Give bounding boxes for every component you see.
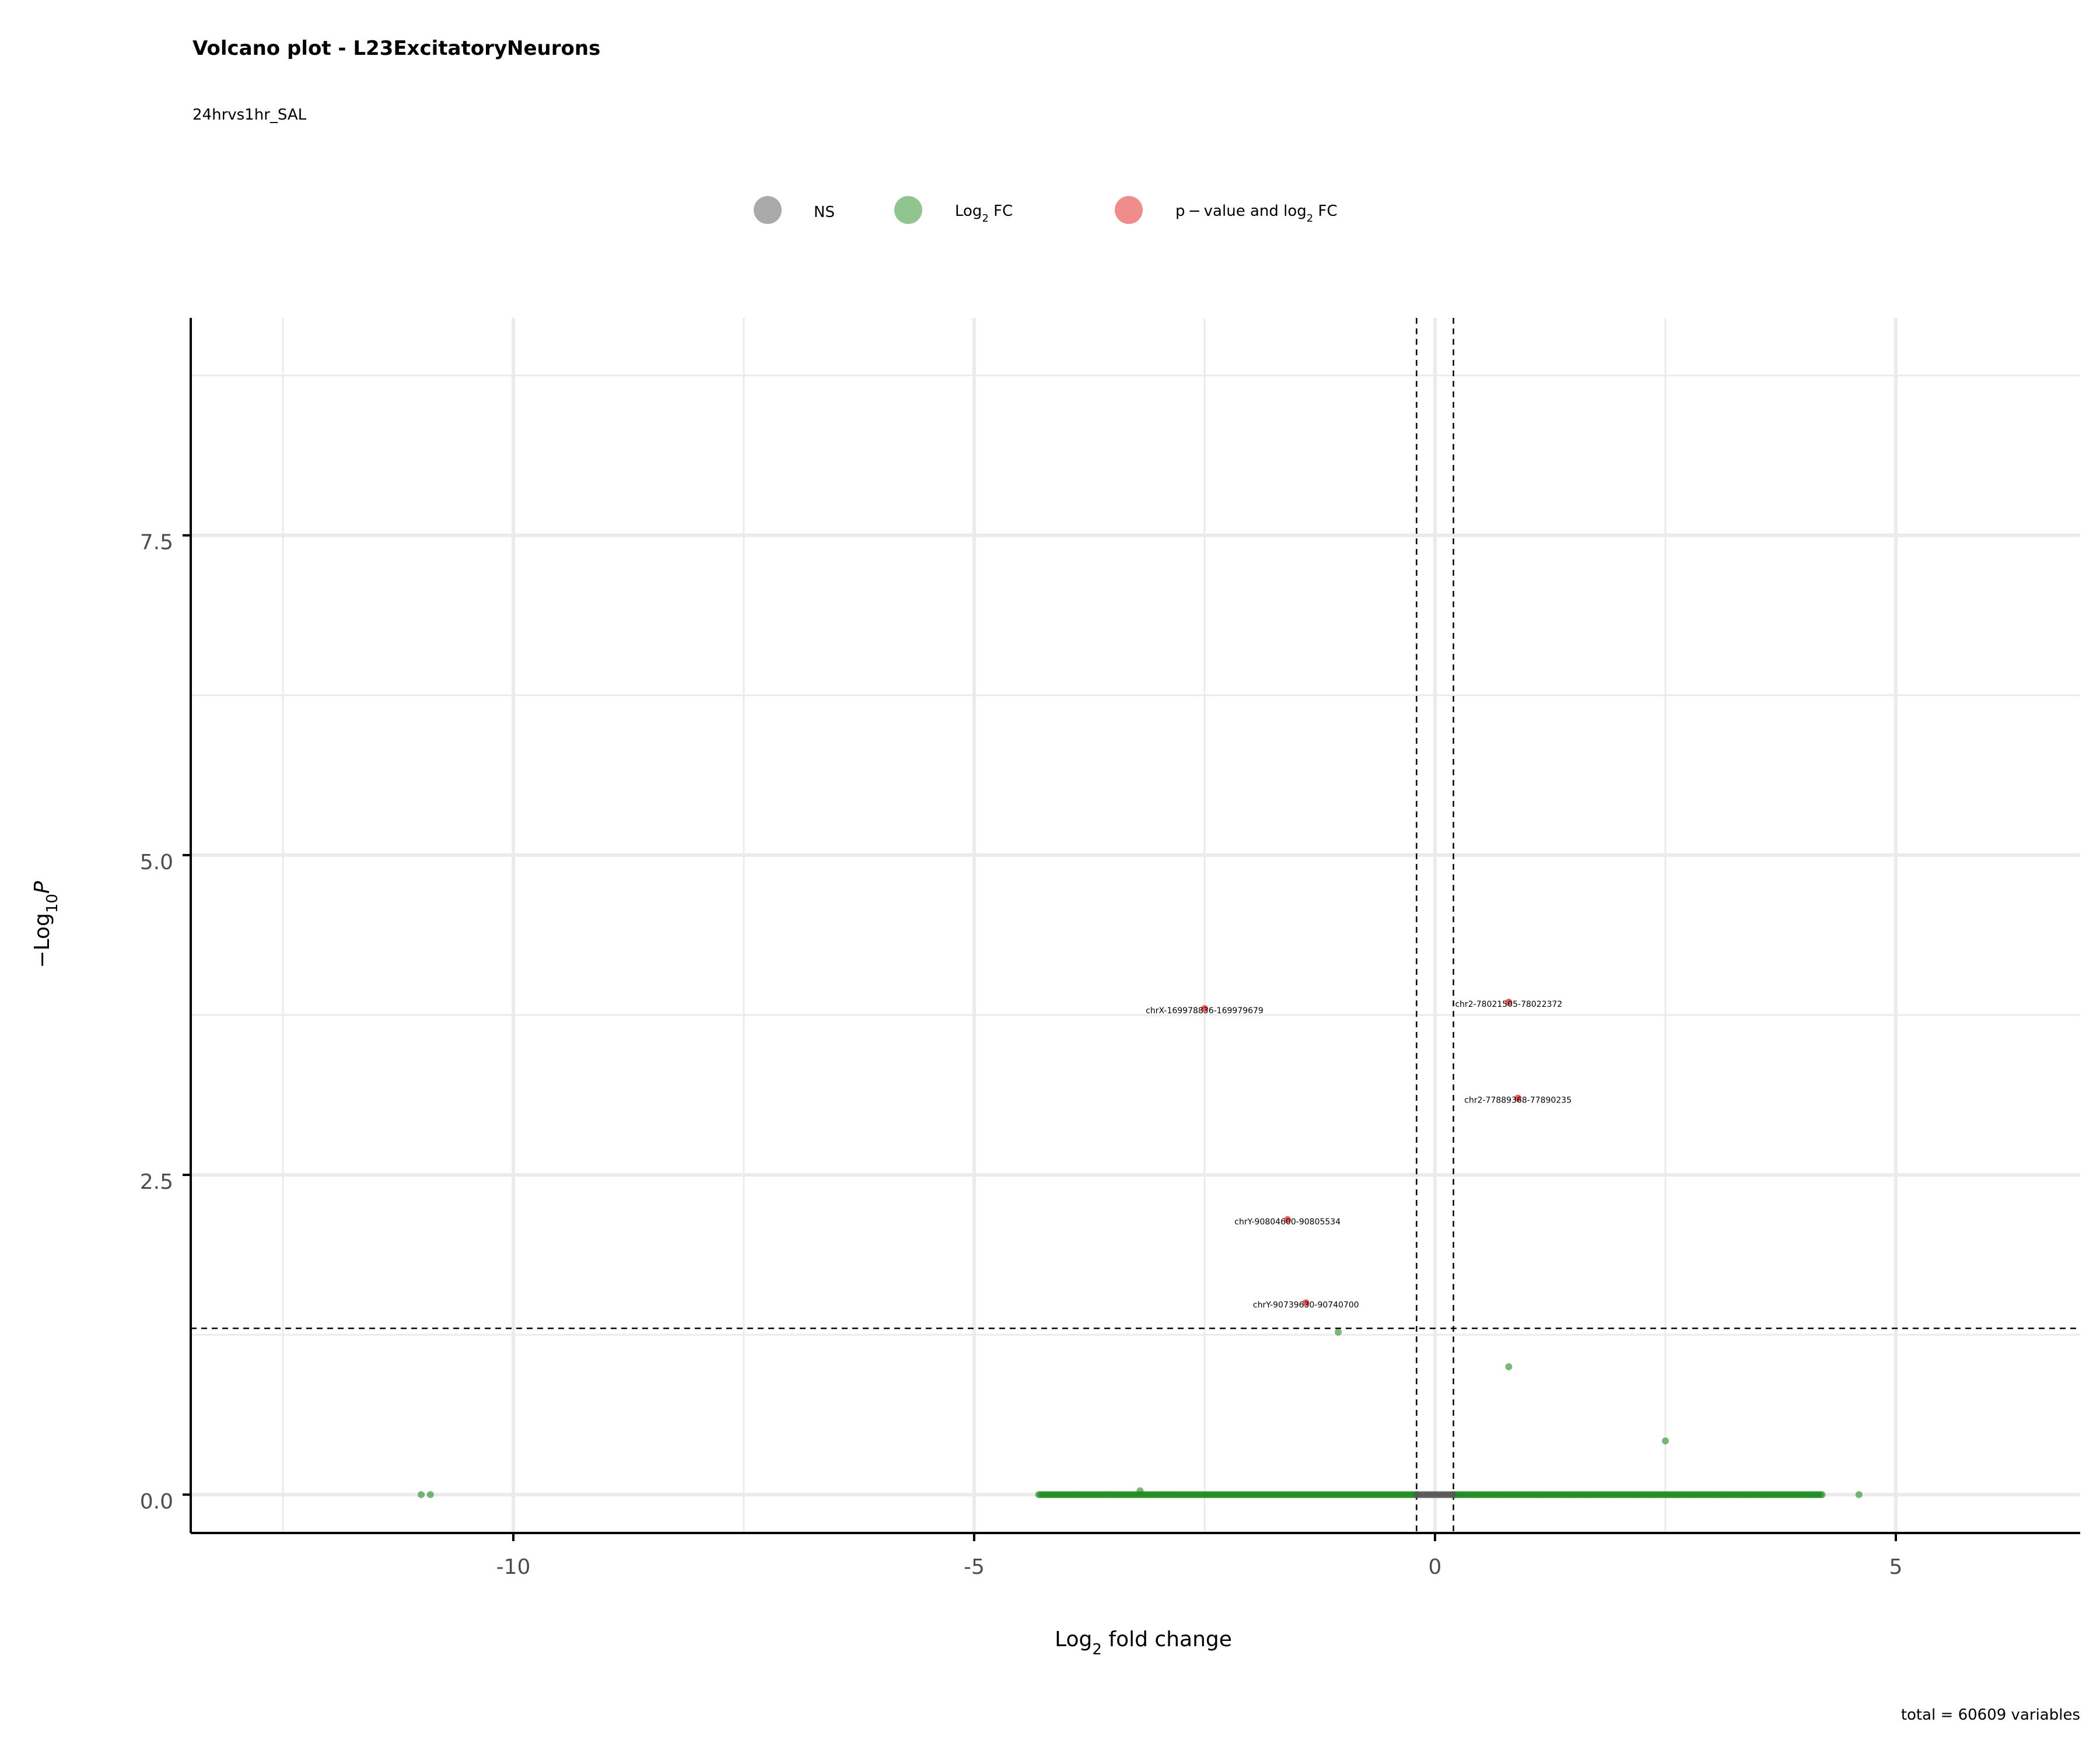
x-axis-title: Log2 fold change [1055, 1628, 1232, 1658]
points [418, 999, 1863, 1499]
x-tick-label: 5 [1889, 1555, 1903, 1579]
x-tick-label: -5 [964, 1555, 985, 1579]
legend-label-log2fc: Log2 FC [955, 202, 1013, 225]
legend-key-pvalue-and-log2fc [1115, 196, 1143, 224]
legend-key-ns [754, 196, 782, 224]
legend-label-pvalue-and-log2fc: p − value and log2 FC [1175, 202, 1338, 225]
legend-label-ns: NS [814, 204, 835, 221]
data-point-significant [1505, 999, 1513, 1006]
data-point-log2fc [1136, 1487, 1144, 1494]
y-tick-label: 5.0 [140, 850, 173, 874]
axes: -10 -5 0 5 0.0 2.5 5.0 7.5 [140, 318, 2080, 1579]
data-point-significant [1514, 1094, 1522, 1102]
data-point-log2fc [1662, 1437, 1669, 1445]
point-label: chr2-78021505-78022372 [1455, 1000, 1562, 1009]
legend: NS Log2 FC p − value and log2 FC [754, 196, 1338, 225]
chart-title: Volcano plot - L23ExcitatoryNeurons [192, 37, 600, 60]
cutoff-lines [191, 318, 2080, 1533]
data-point-log2fc [1818, 1491, 1826, 1499]
data-point-significant [1302, 1299, 1310, 1307]
point-label: chrY-90804600-90805534 [1234, 1217, 1340, 1227]
y-tick-label: 2.5 [140, 1170, 173, 1194]
data-point-significant [1284, 1216, 1292, 1223]
point-label: chr2-77889368-77890235 [1464, 1096, 1572, 1105]
data-point-log2fc [426, 1491, 434, 1499]
x-tick-label: -10 [496, 1555, 531, 1579]
x-tick-label: 0 [1429, 1555, 1442, 1579]
data-point-ns [1450, 1491, 1457, 1499]
data-point-significant [1201, 1005, 1208, 1013]
chart-subtitle: 24hrvs1hr_SAL [192, 106, 307, 124]
grid [191, 318, 2080, 1533]
legend-key-log2fc [894, 196, 922, 224]
data-point-log2fc [1855, 1491, 1863, 1499]
y-tick-label: 0.0 [140, 1490, 173, 1514]
point-label: chrY-90739630-90740700 [1253, 1300, 1359, 1310]
point-labels: chrX-169978836-169979679 chr2-78021505-78… [1146, 1000, 1572, 1310]
y-tick-label: 7.5 [140, 531, 173, 555]
data-point-log2fc [1335, 1328, 1342, 1336]
data-point-log2fc [418, 1491, 425, 1499]
point-label: chrX-169978836-169979679 [1146, 1006, 1264, 1016]
data-point-log2fc [1505, 1363, 1513, 1370]
chart-caption: total = 60609 variables [1901, 1706, 2080, 1724]
y-axis-title: −Log10P [30, 881, 61, 968]
